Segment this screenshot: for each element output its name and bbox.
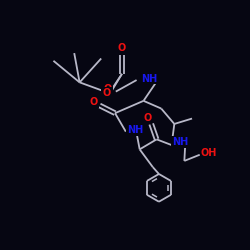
Text: O: O <box>104 84 112 94</box>
Text: O: O <box>118 44 126 54</box>
Text: O: O <box>102 88 111 98</box>
Text: NH: NH <box>172 138 188 147</box>
Text: OH: OH <box>201 148 217 158</box>
Text: NH: NH <box>141 74 157 84</box>
Text: NH: NH <box>127 125 143 135</box>
Text: O: O <box>143 113 152 123</box>
Text: O: O <box>89 98 98 108</box>
